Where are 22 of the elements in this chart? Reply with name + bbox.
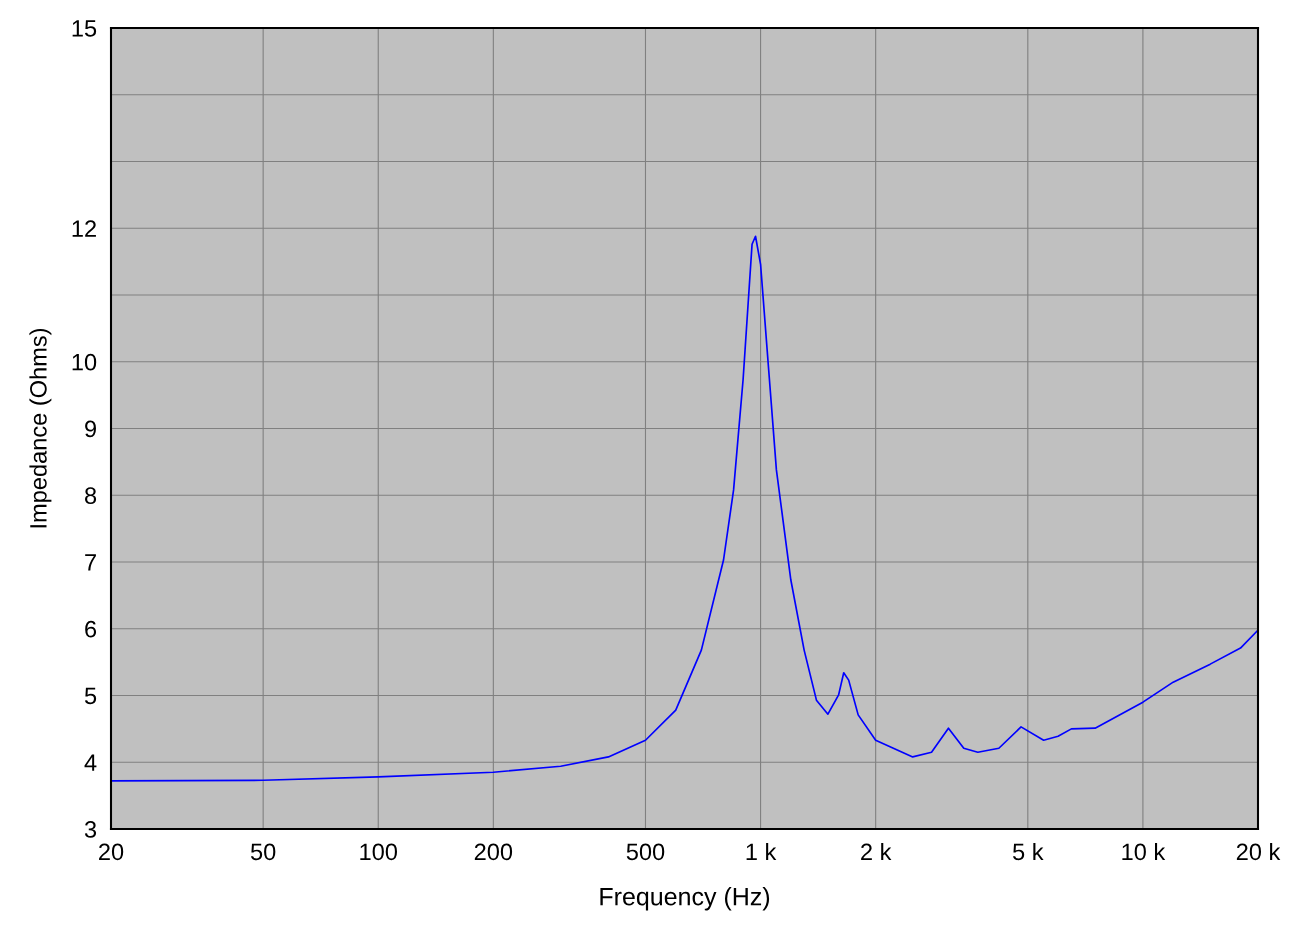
y-tick-label: 12 (72, 220, 96, 237)
x-tick-label: 200 (474, 843, 513, 861)
x-tick-label: 20 (99, 843, 124, 861)
x-axis-title: Frequency (Hz) (600, 887, 770, 911)
x-tick-label: 100 (360, 843, 398, 861)
x-tick-label: 20 k (1236, 842, 1281, 861)
y-tick-label: 7 (85, 554, 96, 571)
y-tick-label: 8 (85, 487, 97, 505)
y-tick-label: 3 (84, 821, 97, 838)
y-tick-label: 6 (85, 620, 97, 638)
y-tick-label: 4 (84, 754, 97, 771)
y-tick-label: 5 (84, 687, 97, 705)
x-tick-label: 2 k (861, 842, 892, 860)
y-axis-title: Impedance (Ohms) (29, 328, 52, 528)
y-tick-label: 10 (72, 353, 97, 371)
x-tick-label: 50 (250, 843, 276, 861)
y-tick-label: 15 (72, 20, 97, 37)
x-tick-label: 500 (626, 843, 665, 861)
y-tick-label: 9 (85, 420, 96, 438)
x-tick-label: 5 k (1013, 842, 1044, 861)
x-tick-label: 10 k (1122, 842, 1166, 861)
x-tick-label: 1 k (746, 842, 777, 860)
